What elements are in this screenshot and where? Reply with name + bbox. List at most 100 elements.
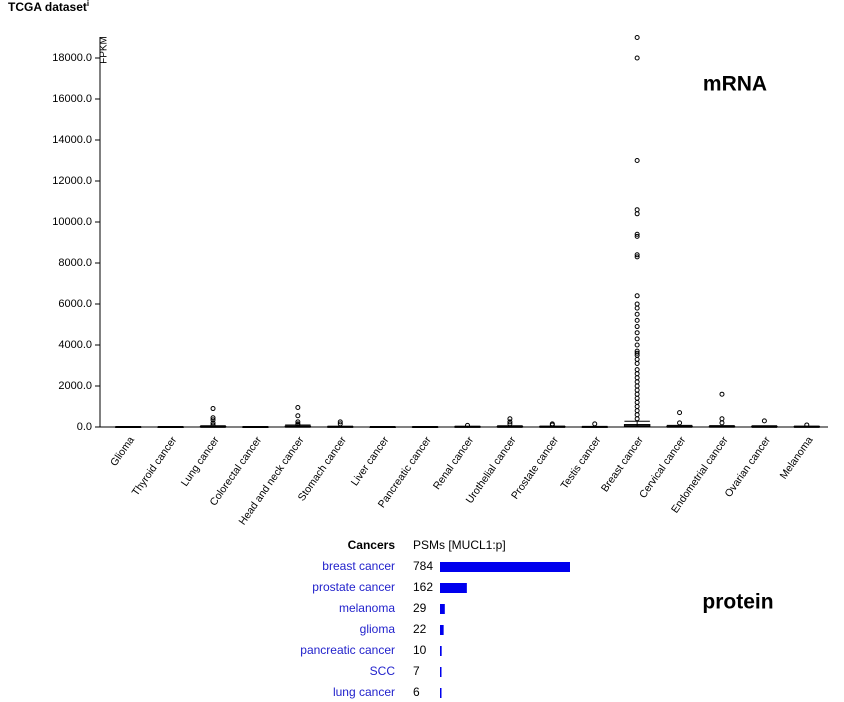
cancer-link[interactable]: prostate cancer <box>312 580 395 594</box>
outlier <box>337 419 343 425</box>
outlier <box>507 416 513 422</box>
psm-count: 10 <box>413 643 427 657</box>
x-tick-label: Ovarian cancer <box>722 434 773 500</box>
table-header: Cancers <box>348 538 396 552</box>
outlier <box>634 35 640 40</box>
psm-count: 784 <box>413 559 433 573</box>
psm-bar <box>440 667 442 677</box>
outlier <box>210 422 216 428</box>
x-tick-label: Melanoma <box>778 434 816 481</box>
psm-bar <box>440 562 570 572</box>
psm-bar <box>440 688 442 698</box>
outlier <box>507 419 513 425</box>
protein-label: protein <box>702 591 773 614</box>
outlier <box>634 342 640 348</box>
x-tick-label: Thyroid cancer <box>130 434 180 498</box>
outlier <box>634 301 640 307</box>
outlier <box>549 422 555 428</box>
psm-bar <box>440 583 467 593</box>
outlier <box>634 55 640 61</box>
cancer-link[interactable]: breast cancer <box>322 559 395 573</box>
outlier <box>634 399 640 405</box>
y-tick-label: 4000.0 <box>58 339 92 351</box>
outlier <box>634 387 640 393</box>
y-tick-label: 2000.0 <box>58 380 92 392</box>
outlier <box>295 405 301 411</box>
psm-count: 6 <box>413 685 420 699</box>
x-tick-label: Prostate cancer <box>509 434 561 502</box>
y-tick-label: 8000.0 <box>58 257 92 269</box>
y-tick-label: 18000.0 <box>52 52 92 64</box>
y-tick-label: 16000.0 <box>52 93 92 105</box>
outlier <box>210 417 216 423</box>
psm-count: 22 <box>413 622 427 636</box>
outlier <box>210 415 216 421</box>
outlier <box>634 324 640 330</box>
outlier <box>337 421 343 427</box>
psm-count: 29 <box>413 601 427 615</box>
psm-count: 7 <box>413 664 420 678</box>
outlier <box>634 408 640 414</box>
y-tick-label: 14000.0 <box>52 134 92 146</box>
table-header: PSMs [MUCL1:p] <box>413 538 506 552</box>
y-tick-label: 6000.0 <box>58 298 92 310</box>
outlier <box>507 421 513 427</box>
outlier <box>719 391 725 397</box>
outlier <box>719 416 725 422</box>
outlier <box>677 420 683 426</box>
psm-bar <box>440 625 444 635</box>
outlier <box>634 404 640 409</box>
outlier <box>634 391 640 397</box>
outlier <box>804 422 810 428</box>
outlier <box>210 406 216 412</box>
mrna-label: mRNA <box>703 73 767 96</box>
outlier <box>634 305 640 311</box>
psm-count: 162 <box>413 580 433 594</box>
outlier <box>634 412 640 418</box>
psm-bar <box>440 646 442 656</box>
cancer-link[interactable]: pancreatic cancer <box>300 643 395 657</box>
outlier <box>634 207 640 213</box>
x-tick-label: Lung cancer <box>179 434 222 489</box>
y-axis-label: FPKM <box>99 36 110 64</box>
outlier <box>634 211 640 217</box>
outlier <box>295 413 301 419</box>
outlier <box>634 356 640 362</box>
outlier <box>634 330 640 336</box>
info-sup[interactable]: i <box>87 0 89 8</box>
title: TCGA dataseti <box>8 0 89 14</box>
outlier <box>295 422 301 428</box>
x-tick-label: Renal cancer <box>431 434 477 492</box>
cancer-link[interactable]: glioma <box>360 622 396 636</box>
outlier <box>634 375 640 381</box>
outlier <box>761 418 767 424</box>
y-tick-label: 0.0 <box>77 421 92 433</box>
psm-bar <box>440 604 445 614</box>
outlier <box>634 233 640 239</box>
outlier <box>634 317 640 323</box>
outlier <box>634 254 640 260</box>
title-text: TCGA dataset <box>8 0 87 14</box>
outlier <box>634 367 640 373</box>
outlier <box>677 410 683 416</box>
outlier <box>634 395 640 401</box>
outlier <box>634 350 640 356</box>
outlier <box>465 422 470 428</box>
cancer-link[interactable]: lung cancer <box>333 685 395 699</box>
y-tick-label: 10000.0 <box>52 216 92 228</box>
outlier <box>592 421 598 427</box>
outlier <box>295 419 301 425</box>
outlier <box>210 420 216 426</box>
outlier <box>634 336 640 342</box>
outlier <box>634 416 640 422</box>
outlier <box>634 158 640 163</box>
cancer-link[interactable]: SCC <box>370 664 396 678</box>
outlier <box>634 371 640 377</box>
outlier <box>634 360 640 366</box>
cancer-link[interactable]: melanoma <box>339 601 395 615</box>
outlier <box>634 252 640 258</box>
y-tick-label: 12000.0 <box>52 175 92 187</box>
outlier <box>634 379 640 385</box>
x-tick-label: Liver cancer <box>349 434 392 488</box>
